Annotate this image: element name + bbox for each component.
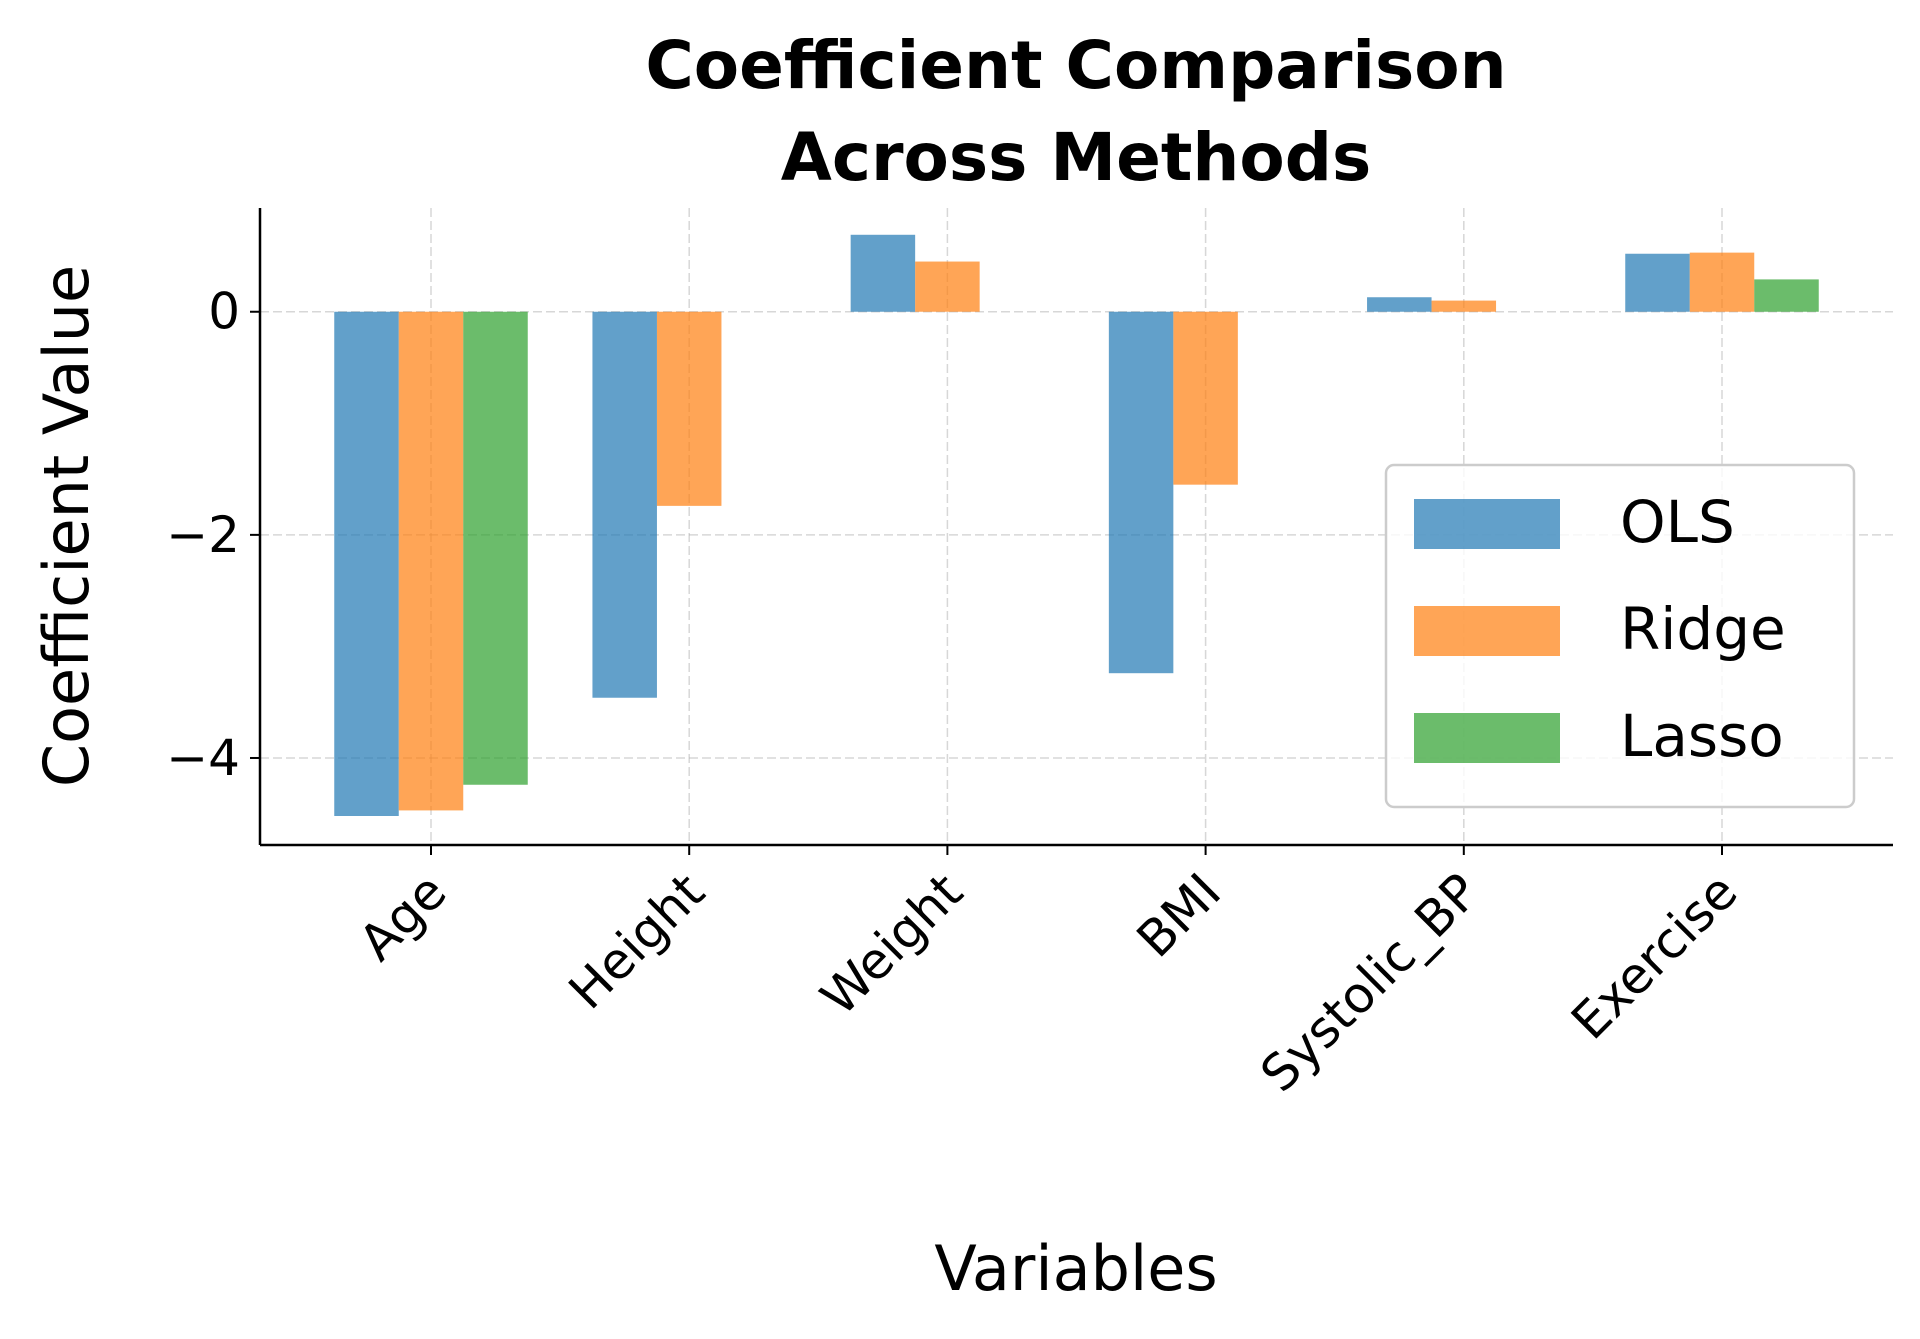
x-tick-label: Exercise [1560,862,1748,1050]
legend-swatch-ols [1414,499,1560,549]
bar-ridge [398,311,464,811]
x-axis-label: Variables [934,1232,1217,1305]
legend-label-lasso: Lasso [1620,702,1784,770]
legend-label-ols: OLS [1620,488,1735,556]
bar-ols [592,311,657,698]
bar-ridge [656,311,722,506]
bar-ols [1108,311,1174,674]
y-tick-label: −4 [166,729,240,787]
bars [334,234,1819,816]
legend: OLS Ridge Lasso [1384,463,1856,809]
x-tick-label: Weight [810,862,974,1026]
y-tick-label: −2 [166,506,240,564]
bar-ridge [1431,300,1497,312]
legend-swatch-ridge [1414,606,1560,656]
x-tick-label: Systolic_BP [1250,862,1491,1103]
axes [258,208,1893,847]
bar-ols [1625,253,1690,312]
bar-ridge [915,261,980,312]
legend-swatch-lasso [1414,713,1560,763]
y-axis-label: Coefficient Value [30,265,103,787]
bar-ols [850,234,916,312]
bar-ols [334,311,399,816]
bar-ols [1367,297,1432,312]
bar-lasso [1754,279,1819,312]
bar-ridge [1173,311,1238,485]
bar-lasso [463,311,528,785]
legend-label-ridge: Ridge [1620,595,1786,663]
chart-title-line-1: Coefficient Comparison [645,27,1506,104]
y-tick-label: 0 [208,283,240,341]
bar-ridge [1689,252,1755,312]
chart-title-line-2: Across Methods [781,119,1372,196]
x-tick-label: BMI [1126,862,1232,968]
x-tick-label: Height [558,862,716,1020]
x-tick-label: Age [348,862,457,971]
